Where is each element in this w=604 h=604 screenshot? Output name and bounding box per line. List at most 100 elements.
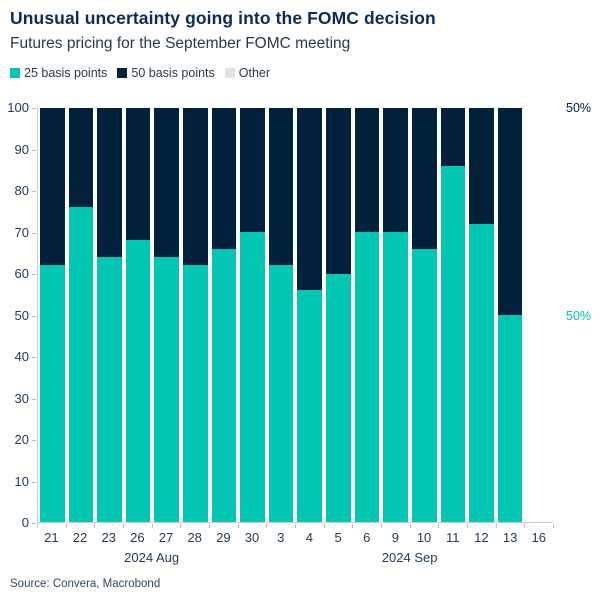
x-tick-label: 27 [158, 530, 174, 545]
x-axis-labels: 21 22 23 26 27 28 29 30 3 4 5 6 9 10 11 12 13 16 [37, 530, 553, 545]
bar-segment [354, 108, 380, 233]
bar-slot-10 [410, 108, 439, 522]
bar-slot-6 [353, 108, 382, 522]
bar-segment [240, 232, 265, 522]
x-tick-label: 9 [391, 530, 400, 545]
bar-segment [183, 265, 208, 522]
y-tick-label: 10 [14, 473, 29, 489]
x-tick-label: 22 [72, 530, 88, 545]
bar-segment [440, 108, 466, 166]
bar-segment [326, 273, 351, 522]
x-tick-label: 11 [445, 530, 460, 545]
y-tick-mark [32, 315, 36, 317]
legend-item: 25 basis points [10, 66, 107, 80]
x-tick-mark [180, 524, 182, 528]
y-tick-mark [32, 398, 36, 400]
x-tick-mark [409, 524, 411, 528]
y-tick-label: 90 [14, 141, 29, 157]
bar-segment [326, 108, 351, 274]
bar-slot-30 [238, 108, 267, 522]
x-tick-label: 5 [334, 530, 342, 545]
y-tick-label: 50 [14, 307, 29, 323]
legend-label: 25 basis points [24, 66, 108, 80]
x-tick-mark [495, 524, 497, 528]
series-end-value-label: 50% [566, 101, 592, 115]
bar-segment [125, 108, 151, 241]
x-tick-mark [381, 524, 382, 528]
y-tick-mark [32, 191, 36, 192]
x-tick-mark [151, 524, 153, 528]
bar-segment [240, 108, 265, 233]
bar-slot-13 [496, 108, 525, 522]
legend: 25 basis points 50 basis points Other [10, 66, 270, 80]
bar-segment [68, 207, 94, 522]
bar-slot-3 [267, 108, 296, 522]
x-tick-label: 28 [187, 530, 202, 545]
y-tick-mark [32, 274, 36, 275]
y-tick-label: 70 [14, 224, 29, 240]
x-tick-mark [123, 524, 124, 528]
bar-slot-11 [439, 108, 468, 522]
x-tick-label: 13 [502, 530, 518, 545]
x-tick-label: 4 [305, 530, 313, 545]
y-tick-label: 100 [7, 100, 29, 115]
chart-subtitle: Futures pricing for the September FOMC m… [10, 35, 351, 52]
y-tick-label: 60 [14, 266, 29, 281]
legend-label: Other [238, 66, 271, 80]
x-tick-mark [266, 524, 268, 528]
legend-item: Other [224, 66, 271, 80]
month-group-label: 2024 Aug [124, 550, 180, 565]
x-tick-label: 21 [44, 530, 59, 545]
legend-label: 50 basis points [131, 66, 215, 80]
bar-segment [183, 108, 208, 266]
x-tick-mark [65, 524, 67, 528]
bar-slot-28 [181, 108, 210, 522]
y-tick-mark [32, 149, 36, 151]
bar-segment [40, 108, 65, 266]
bar-segment [125, 240, 151, 522]
y-tick-mark [32, 481, 36, 483]
bar-segment [297, 290, 323, 522]
bar-segment [211, 108, 237, 249]
y-tick-mark [32, 523, 36, 524]
x-tick-label: 12 [474, 530, 489, 545]
source-note: Source: Convera, Macrobond [10, 578, 161, 590]
x-tick-mark [467, 524, 468, 528]
bar-slot-22 [67, 108, 96, 522]
y-tick-mark [32, 440, 36, 441]
y-tick-label: 80 [14, 183, 29, 198]
bar-slot-21 [38, 108, 67, 522]
bar-slot-27 [152, 108, 181, 522]
x-tick-label: 6 [363, 530, 371, 545]
x-tick-label: 30 [244, 530, 260, 545]
x-tick-mark [94, 524, 96, 528]
bar-segment [354, 232, 380, 522]
bar-segment [411, 108, 437, 249]
x-tick-label: 10 [416, 530, 432, 545]
x-tick-label: 23 [101, 530, 116, 545]
bar-segment [497, 108, 523, 315]
bar-segment [383, 108, 408, 233]
x-tick-mark [237, 524, 239, 528]
x-tick-mark [295, 524, 296, 528]
bar-segment [469, 108, 494, 224]
bar-slot-29 [210, 108, 239, 522]
y-tick-label: 20 [14, 432, 29, 447]
x-tick-mark [438, 524, 440, 528]
chart-title: Unusual uncertainty going into the FOMC … [10, 8, 436, 28]
legend-swatch-icon [10, 68, 20, 78]
legend-swatch-icon [224, 68, 235, 78]
month-group-label: 2024 Sep [381, 550, 438, 565]
plot-area [37, 108, 553, 523]
x-tick-mark [37, 524, 38, 528]
bar-segment [497, 315, 523, 522]
bar-segment [268, 265, 294, 522]
bar-slot-26 [124, 108, 153, 522]
bar-slot-23 [95, 108, 124, 522]
bar-segment [68, 108, 94, 208]
bar-segment [469, 223, 494, 522]
x-tick-label: 16 [531, 530, 546, 545]
bar-slots [38, 108, 553, 522]
bar-segment [97, 257, 122, 522]
